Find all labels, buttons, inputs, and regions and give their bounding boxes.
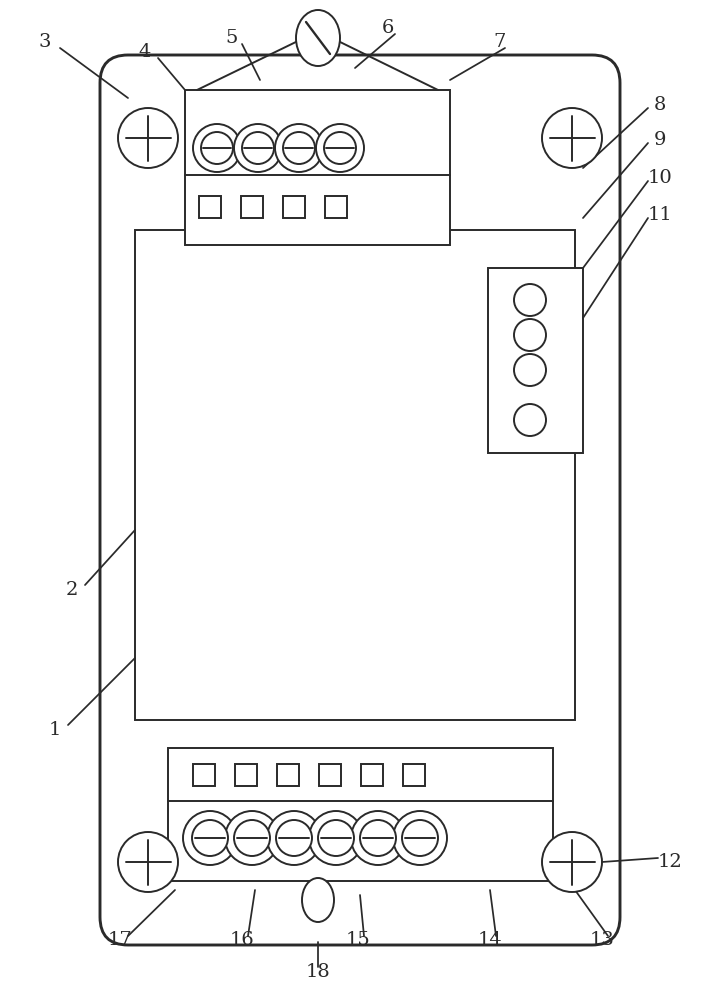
Text: 5: 5 [226, 29, 238, 47]
Circle shape [514, 319, 546, 351]
Bar [199, 196, 221, 218]
Circle shape [318, 820, 354, 856]
Circle shape [118, 108, 178, 168]
Circle shape [514, 284, 546, 316]
Text: 16: 16 [230, 931, 254, 949]
Text: 9: 9 [653, 131, 666, 149]
Circle shape [542, 108, 602, 168]
Circle shape [283, 132, 315, 164]
Circle shape [234, 124, 282, 172]
Bar [135, 230, 575, 720]
Text: 4: 4 [139, 43, 151, 61]
Circle shape [276, 820, 312, 856]
Circle shape [402, 820, 438, 856]
Bar [168, 748, 553, 881]
Circle shape [192, 820, 228, 856]
Bar [361, 764, 383, 786]
Circle shape [201, 132, 233, 164]
Text: 12: 12 [658, 853, 682, 871]
Text: 1: 1 [49, 721, 61, 739]
Circle shape [542, 832, 602, 892]
FancyBboxPatch shape [100, 55, 620, 945]
Circle shape [193, 124, 241, 172]
Text: 7: 7 [494, 33, 506, 51]
Bar [488, 268, 583, 453]
Text: 11: 11 [648, 206, 672, 224]
Text: 17: 17 [108, 931, 132, 949]
Ellipse shape [296, 10, 340, 66]
Circle shape [351, 811, 405, 865]
Circle shape [267, 811, 321, 865]
Circle shape [118, 832, 178, 892]
Circle shape [309, 811, 363, 865]
Text: 18: 18 [305, 963, 331, 981]
Text: 10: 10 [648, 169, 672, 187]
Circle shape [316, 124, 364, 172]
Circle shape [324, 132, 356, 164]
Bar [185, 90, 450, 245]
Circle shape [225, 811, 279, 865]
Circle shape [234, 820, 270, 856]
Bar [403, 764, 425, 786]
Bar [235, 764, 257, 786]
Circle shape [393, 811, 447, 865]
Circle shape [183, 811, 237, 865]
Text: 3: 3 [39, 33, 51, 51]
Text: 6: 6 [382, 19, 394, 37]
Text: 13: 13 [590, 931, 614, 949]
Text: 15: 15 [346, 931, 370, 949]
Bar [325, 196, 347, 218]
Bar [319, 764, 341, 786]
Text: 8: 8 [654, 96, 666, 114]
Circle shape [514, 404, 546, 436]
Text: 2: 2 [66, 581, 78, 599]
Bar [283, 196, 305, 218]
Circle shape [242, 132, 274, 164]
Bar [193, 764, 215, 786]
Bar [241, 196, 263, 218]
Circle shape [360, 820, 396, 856]
Circle shape [514, 354, 546, 386]
Ellipse shape [302, 878, 334, 922]
Circle shape [275, 124, 323, 172]
Text: 14: 14 [478, 931, 503, 949]
Bar [277, 764, 299, 786]
